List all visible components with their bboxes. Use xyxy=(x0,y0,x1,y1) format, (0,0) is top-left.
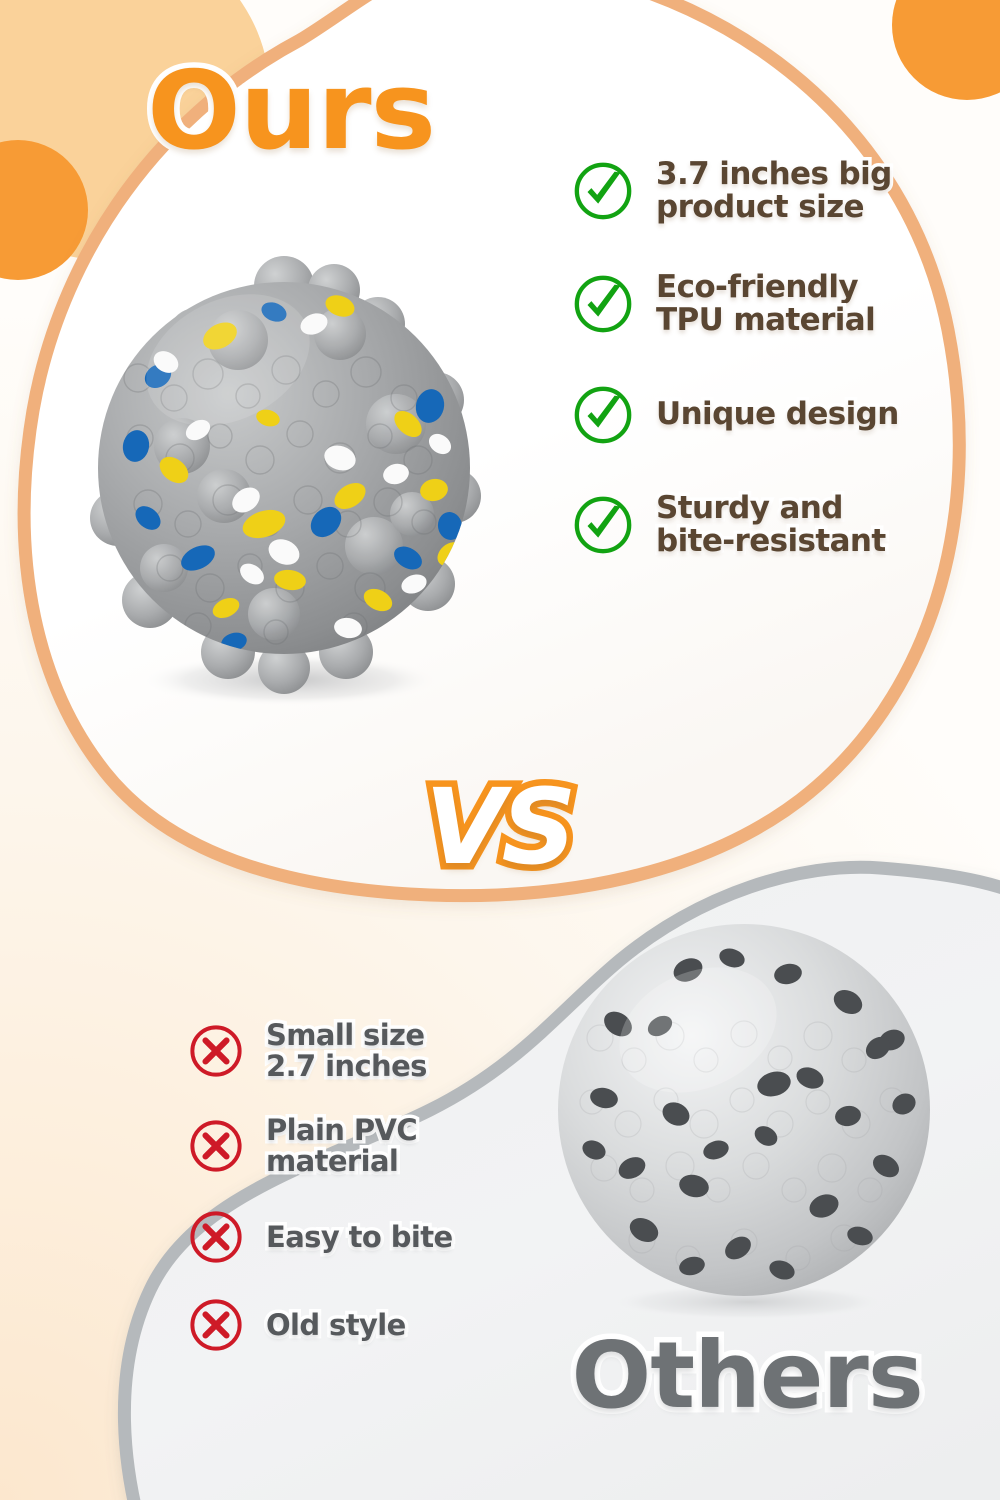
ours-feature-label: 3.7 inches big product size xyxy=(653,154,896,228)
check-circle-icon xyxy=(574,386,632,444)
check-circle-icon xyxy=(574,497,632,554)
cross-circle-icon xyxy=(190,1211,242,1263)
others-product-image xyxy=(558,924,930,1318)
ours-feature-item: Eco-friendly TPU material xyxy=(572,267,972,341)
others-feature-list: Small size 2.7 inches Plain PVC material E… xyxy=(188,1016,518,1385)
others-feature-label: Easy to bite xyxy=(263,1217,457,1256)
ours-product-image xyxy=(90,256,481,706)
others-feature-item: Easy to bite xyxy=(188,1209,518,1265)
ours-feature-label: Eco-friendly TPU material xyxy=(652,267,879,341)
ours-feature-item: Unique design xyxy=(572,384,972,446)
others-feature-label: Old style xyxy=(263,1305,410,1344)
ours-feature-label: Sturdy and bite-resistant xyxy=(653,488,890,562)
ours-feature-list: 3.7 inches big product size Eco-friendly T… xyxy=(572,154,972,605)
ours-feature-item: 3.7 inches big product size xyxy=(572,154,972,228)
check-circle-icon xyxy=(574,163,632,220)
others-feature-label: Plain PVC material xyxy=(262,1111,421,1180)
others-feature-item: Plain PVC material xyxy=(188,1111,518,1180)
check-circle-icon xyxy=(574,276,632,333)
ours-title: Ours xyxy=(142,49,442,174)
ours-feature-item: Sturdy and bite-resistant xyxy=(572,488,972,562)
cross-circle-icon xyxy=(190,1299,242,1351)
cross-circle-icon xyxy=(190,1120,242,1172)
cross-circle-icon xyxy=(190,1025,242,1077)
others-feature-label: Small size 2.7 inches xyxy=(263,1016,431,1085)
others-feature-item: Old style xyxy=(188,1297,518,1353)
others-title: Others xyxy=(566,1322,929,1429)
ours-feature-label: Unique design xyxy=(653,394,903,435)
vs-label: VS xyxy=(418,766,582,888)
others-feature-item: Small size 2.7 inches xyxy=(188,1016,518,1085)
